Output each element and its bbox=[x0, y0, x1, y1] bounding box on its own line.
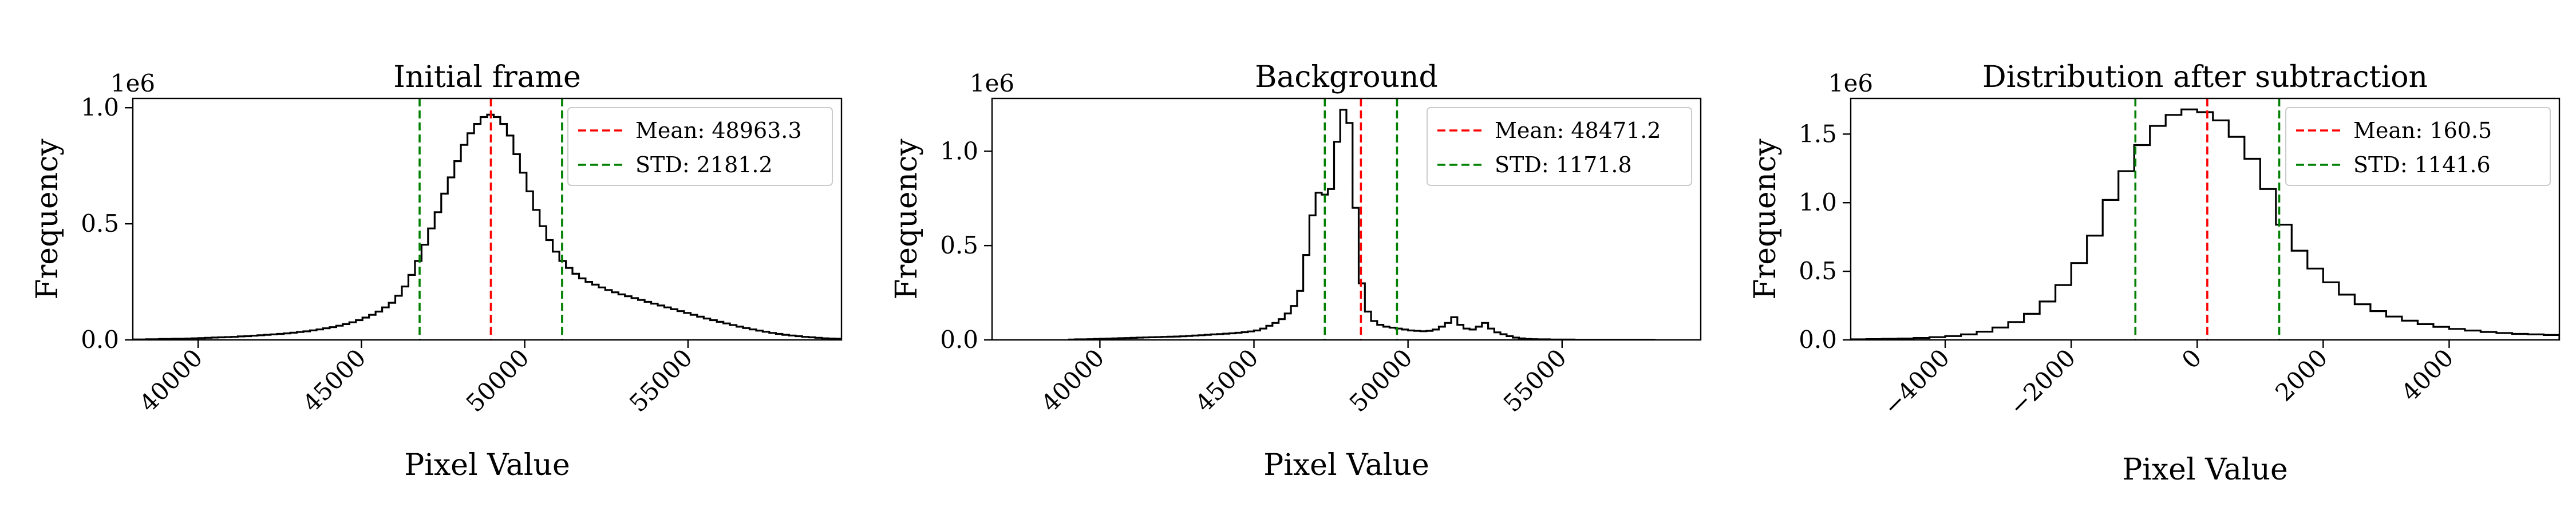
x-tick-label: 50000 bbox=[461, 343, 535, 417]
histogram-outline bbox=[1851, 108, 2559, 340]
y-tick-label: 0.5 bbox=[1799, 257, 1837, 285]
subplot-title: Initial frame bbox=[393, 60, 581, 94]
y-multiplier: 1e6 bbox=[970, 69, 1014, 97]
legend: Mean: 160.5 STD: 1141.6 bbox=[2285, 107, 2551, 186]
subplot-3: −4000 −2000 0 2000 4000 0.0 0.5 1.0 1.5 1e6 Distri… bbox=[1748, 60, 2561, 487]
legend-label: Mean: 160.5 bbox=[2353, 118, 2492, 143]
y-tick-label: 0.0 bbox=[1799, 326, 1837, 354]
y-tick-label: 0.0 bbox=[940, 326, 978, 354]
x-tick-label: 2000 bbox=[2270, 343, 2333, 406]
x-tick-label: 45000 bbox=[297, 343, 371, 417]
legend-box bbox=[1427, 107, 1692, 186]
y-tick-label: 0.5 bbox=[81, 209, 119, 237]
y-tick-label: 0.0 bbox=[81, 326, 119, 354]
legend-box bbox=[567, 107, 833, 186]
x-tick-label: 40000 bbox=[1036, 343, 1109, 417]
legend-label: Mean: 48471.2 bbox=[1495, 118, 1661, 143]
y-axis-label: Frequency bbox=[890, 138, 924, 300]
legend-label: STD: 2181.2 bbox=[635, 152, 773, 177]
subplot-title: Distribution after subtraction bbox=[1982, 60, 2428, 94]
y-tick-label: 1.0 bbox=[1799, 188, 1837, 216]
histogram-outline bbox=[133, 113, 841, 340]
x-tick-label: 0 bbox=[2176, 343, 2207, 374]
subplot-2: 40000 45000 50000 55000 0.0 0.5 1.0 1e6 Backgrou… bbox=[890, 60, 1702, 482]
x-tick-label: 4000 bbox=[2396, 343, 2459, 406]
plot-frame bbox=[991, 97, 1702, 341]
y-tick-label: 1.0 bbox=[940, 137, 978, 165]
plot-frame bbox=[1850, 97, 2561, 341]
legend: Mean: 48471.2 STD: 1171.8 bbox=[1427, 107, 1692, 186]
plot-frame bbox=[132, 97, 843, 341]
y-axis-label: Frequency bbox=[30, 138, 65, 300]
x-tick-label: 40000 bbox=[134, 343, 208, 417]
x-axis-label: Pixel Value bbox=[404, 448, 570, 482]
subplot-title: Background bbox=[1255, 60, 1438, 94]
histogram-outline bbox=[1068, 109, 1656, 340]
legend-label: STD: 1171.8 bbox=[1495, 152, 1632, 177]
x-tick-label: 55000 bbox=[1498, 343, 1572, 417]
x-tick-label: 55000 bbox=[624, 343, 698, 417]
y-tick-label: 0.5 bbox=[940, 231, 978, 259]
legend-label: Mean: 48963.3 bbox=[635, 118, 802, 143]
y-tick-label: 1.0 bbox=[81, 93, 119, 121]
legend-label: STD: 1141.6 bbox=[2353, 152, 2491, 177]
legend-box bbox=[2285, 107, 2551, 186]
y-multiplier: 1e6 bbox=[1828, 69, 1873, 97]
y-axis-label: Frequency bbox=[1748, 138, 1783, 300]
x-tick-label: 50000 bbox=[1344, 343, 1418, 417]
x-tick-label: −4000 bbox=[1878, 343, 1955, 421]
legend: Mean: 48963.3 STD: 2181.2 bbox=[567, 107, 833, 186]
x-tick-label: 45000 bbox=[1190, 343, 1263, 417]
y-multiplier: 1e6 bbox=[110, 69, 155, 97]
y-tick-label: 1.5 bbox=[1799, 120, 1837, 148]
x-axis-label: Pixel Value bbox=[2122, 453, 2288, 487]
x-axis-label: Pixel Value bbox=[1263, 448, 1429, 482]
x-tick-label: −2000 bbox=[2004, 343, 2081, 421]
